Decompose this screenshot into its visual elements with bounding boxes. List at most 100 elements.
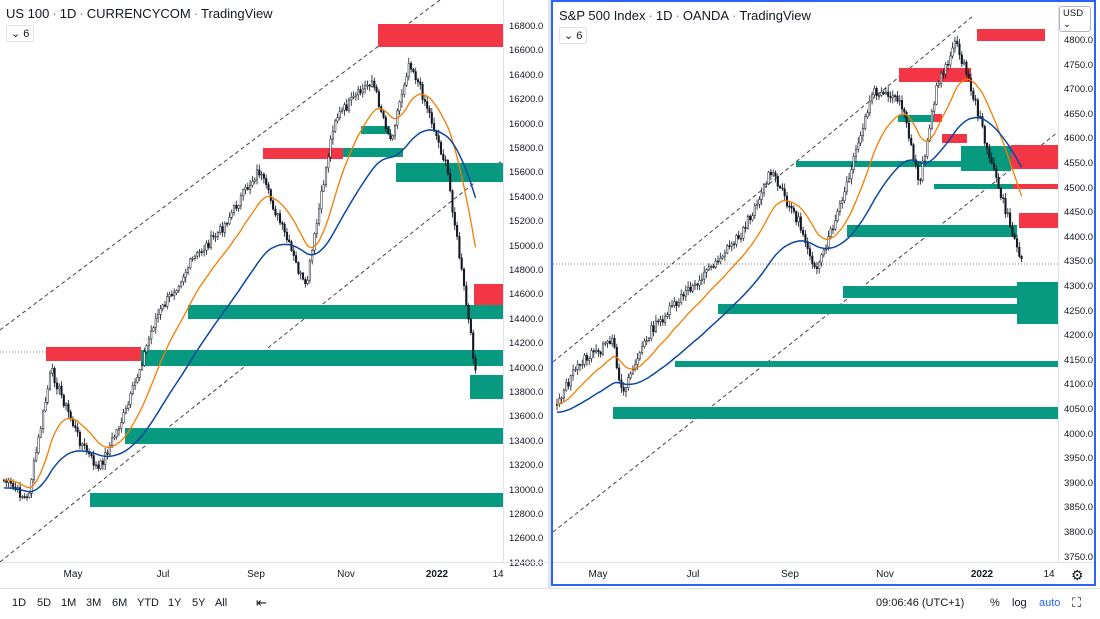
currency-select[interactable]: USD ⌄ <box>1059 6 1091 32</box>
candle-body <box>449 173 452 192</box>
candle-body <box>226 223 229 225</box>
chart-pane-us100[interactable]: US 100 · 1D · CURRENCYCOM · TradingView ⌄ 6 16… <box>0 0 548 586</box>
candle-body <box>910 138 913 146</box>
date-range-icon[interactable]: ⇤ <box>256 595 267 610</box>
candle-body <box>668 305 671 316</box>
supply-zone <box>899 68 971 82</box>
range-button-1m[interactable]: 1M <box>61 597 77 609</box>
candle-body <box>887 91 890 97</box>
candle-body <box>193 255 196 259</box>
candle-body <box>423 99 426 102</box>
fullscreen-icon[interactable]: ⛶ <box>1072 595 1082 610</box>
candle-body <box>788 205 791 208</box>
price-axis[interactable]: USD ⌄ 4800.0 4750.0 4700.0 4650.0 4600.0 4550… <box>1058 2 1094 563</box>
candle-body <box>841 200 844 204</box>
candle-body <box>205 242 208 251</box>
candle-body <box>836 211 839 221</box>
price-tick-label: 3850.0 <box>1064 502 1094 514</box>
range-button-6m[interactable]: 6M <box>112 597 128 609</box>
symbol: US 100 <box>6 6 50 21</box>
candle-body <box>32 460 35 480</box>
candle-body <box>329 138 332 158</box>
auto-toggle[interactable]: auto <box>1039 597 1061 609</box>
range-button-all[interactable]: All <box>215 597 228 609</box>
indicator-count: 6 <box>576 30 583 42</box>
time-tick-label: 14 <box>1043 569 1055 580</box>
time-tick-label: May <box>588 569 608 580</box>
range-button-1y[interactable]: 1Y <box>168 597 182 609</box>
time-axis[interactable]: May Jul Sep Nov 2022 14 <box>0 562 548 586</box>
candle-body <box>852 156 855 170</box>
candle-body <box>145 345 148 353</box>
candle-body <box>412 68 415 72</box>
candle-body <box>58 385 61 390</box>
chart-pane-spx[interactable]: S&P 500 Index · 1D · OANDA · TradingView ⌄ 6 U… <box>551 0 1096 586</box>
candle-body <box>138 369 141 378</box>
candle-body <box>744 227 747 229</box>
candle-body <box>664 316 667 323</box>
candle-body <box>831 228 835 231</box>
candle-body <box>295 255 298 263</box>
candle-body <box>650 325 653 339</box>
time-tick-label: Sep <box>247 569 265 580</box>
candle-body <box>281 222 284 225</box>
candle-body <box>661 319 664 323</box>
candle-body <box>465 285 468 306</box>
range-button-1d[interactable]: 1D <box>12 597 27 609</box>
candle-body <box>818 261 821 270</box>
price-tick-label: 13400.0 <box>509 435 544 447</box>
candle-body <box>426 101 429 109</box>
candle-body <box>370 80 374 87</box>
price-tick-label: 3800.0 <box>1064 527 1094 538</box>
price-tick-label: 15600.0 <box>509 167 544 179</box>
candle-body <box>203 249 206 253</box>
candle-body <box>590 350 593 359</box>
indicators-toggle[interactable]: ⌄ 6 <box>559 27 588 44</box>
indicators-toggle[interactable]: ⌄ 6 <box>6 25 35 42</box>
clock-readout[interactable]: 09:06:46 (UTC+1) <box>876 597 965 609</box>
candle-body <box>705 269 708 273</box>
currency-label: USD <box>1063 8 1084 19</box>
candle-body <box>751 215 754 221</box>
candle-body <box>940 73 943 84</box>
candle-body <box>474 358 477 371</box>
candle-body <box>94 464 98 467</box>
range-button-3m[interactable]: 3M <box>86 597 102 609</box>
candle-body <box>285 231 288 241</box>
price-plot[interactable] <box>553 2 1058 562</box>
price-tick-label: 13800.0 <box>509 387 544 398</box>
range-button-5d[interactable]: 5D <box>37 597 52 609</box>
pane-divider[interactable] <box>548 0 551 588</box>
candle-body <box>765 183 768 186</box>
price-plot[interactable] <box>0 0 503 562</box>
price-tick-label: 13600.0 <box>509 411 544 423</box>
candle-body <box>951 47 954 57</box>
candle-body <box>866 112 869 117</box>
gear-icon[interactable]: ⚙ <box>1071 567 1084 583</box>
price-axis[interactable]: 16800.0 16600.0 16400.0 16200.0 16000.0 15800… <box>503 0 548 569</box>
price-tick-label: 4150.0 <box>1064 354 1094 366</box>
time-axis[interactable]: May Jul Sep Nov 2022 14 <box>553 562 1094 584</box>
candle-body <box>907 122 910 139</box>
supply-zone <box>1019 213 1058 228</box>
candle-body <box>565 382 568 391</box>
candle-body <box>643 340 646 347</box>
candle-body <box>416 79 420 83</box>
candle-body <box>919 179 922 181</box>
candle-body <box>209 235 213 248</box>
candle-body <box>334 120 337 132</box>
log-toggle[interactable]: log <box>1012 597 1027 609</box>
candle-body <box>46 388 49 403</box>
candle-body <box>65 403 68 407</box>
percent-toggle[interactable]: % <box>990 597 1000 609</box>
candle-body <box>599 351 602 355</box>
candle-body <box>880 91 883 96</box>
candle-body <box>859 135 862 144</box>
candle-body <box>641 346 644 354</box>
range-button-ytd[interactable]: YTD <box>137 597 159 609</box>
price-tick-label: 13000.0 <box>509 484 544 496</box>
candle-body <box>428 108 431 113</box>
range-button-5y[interactable]: 5Y <box>192 597 206 609</box>
candle-body <box>60 385 63 396</box>
candle-body <box>680 294 683 303</box>
